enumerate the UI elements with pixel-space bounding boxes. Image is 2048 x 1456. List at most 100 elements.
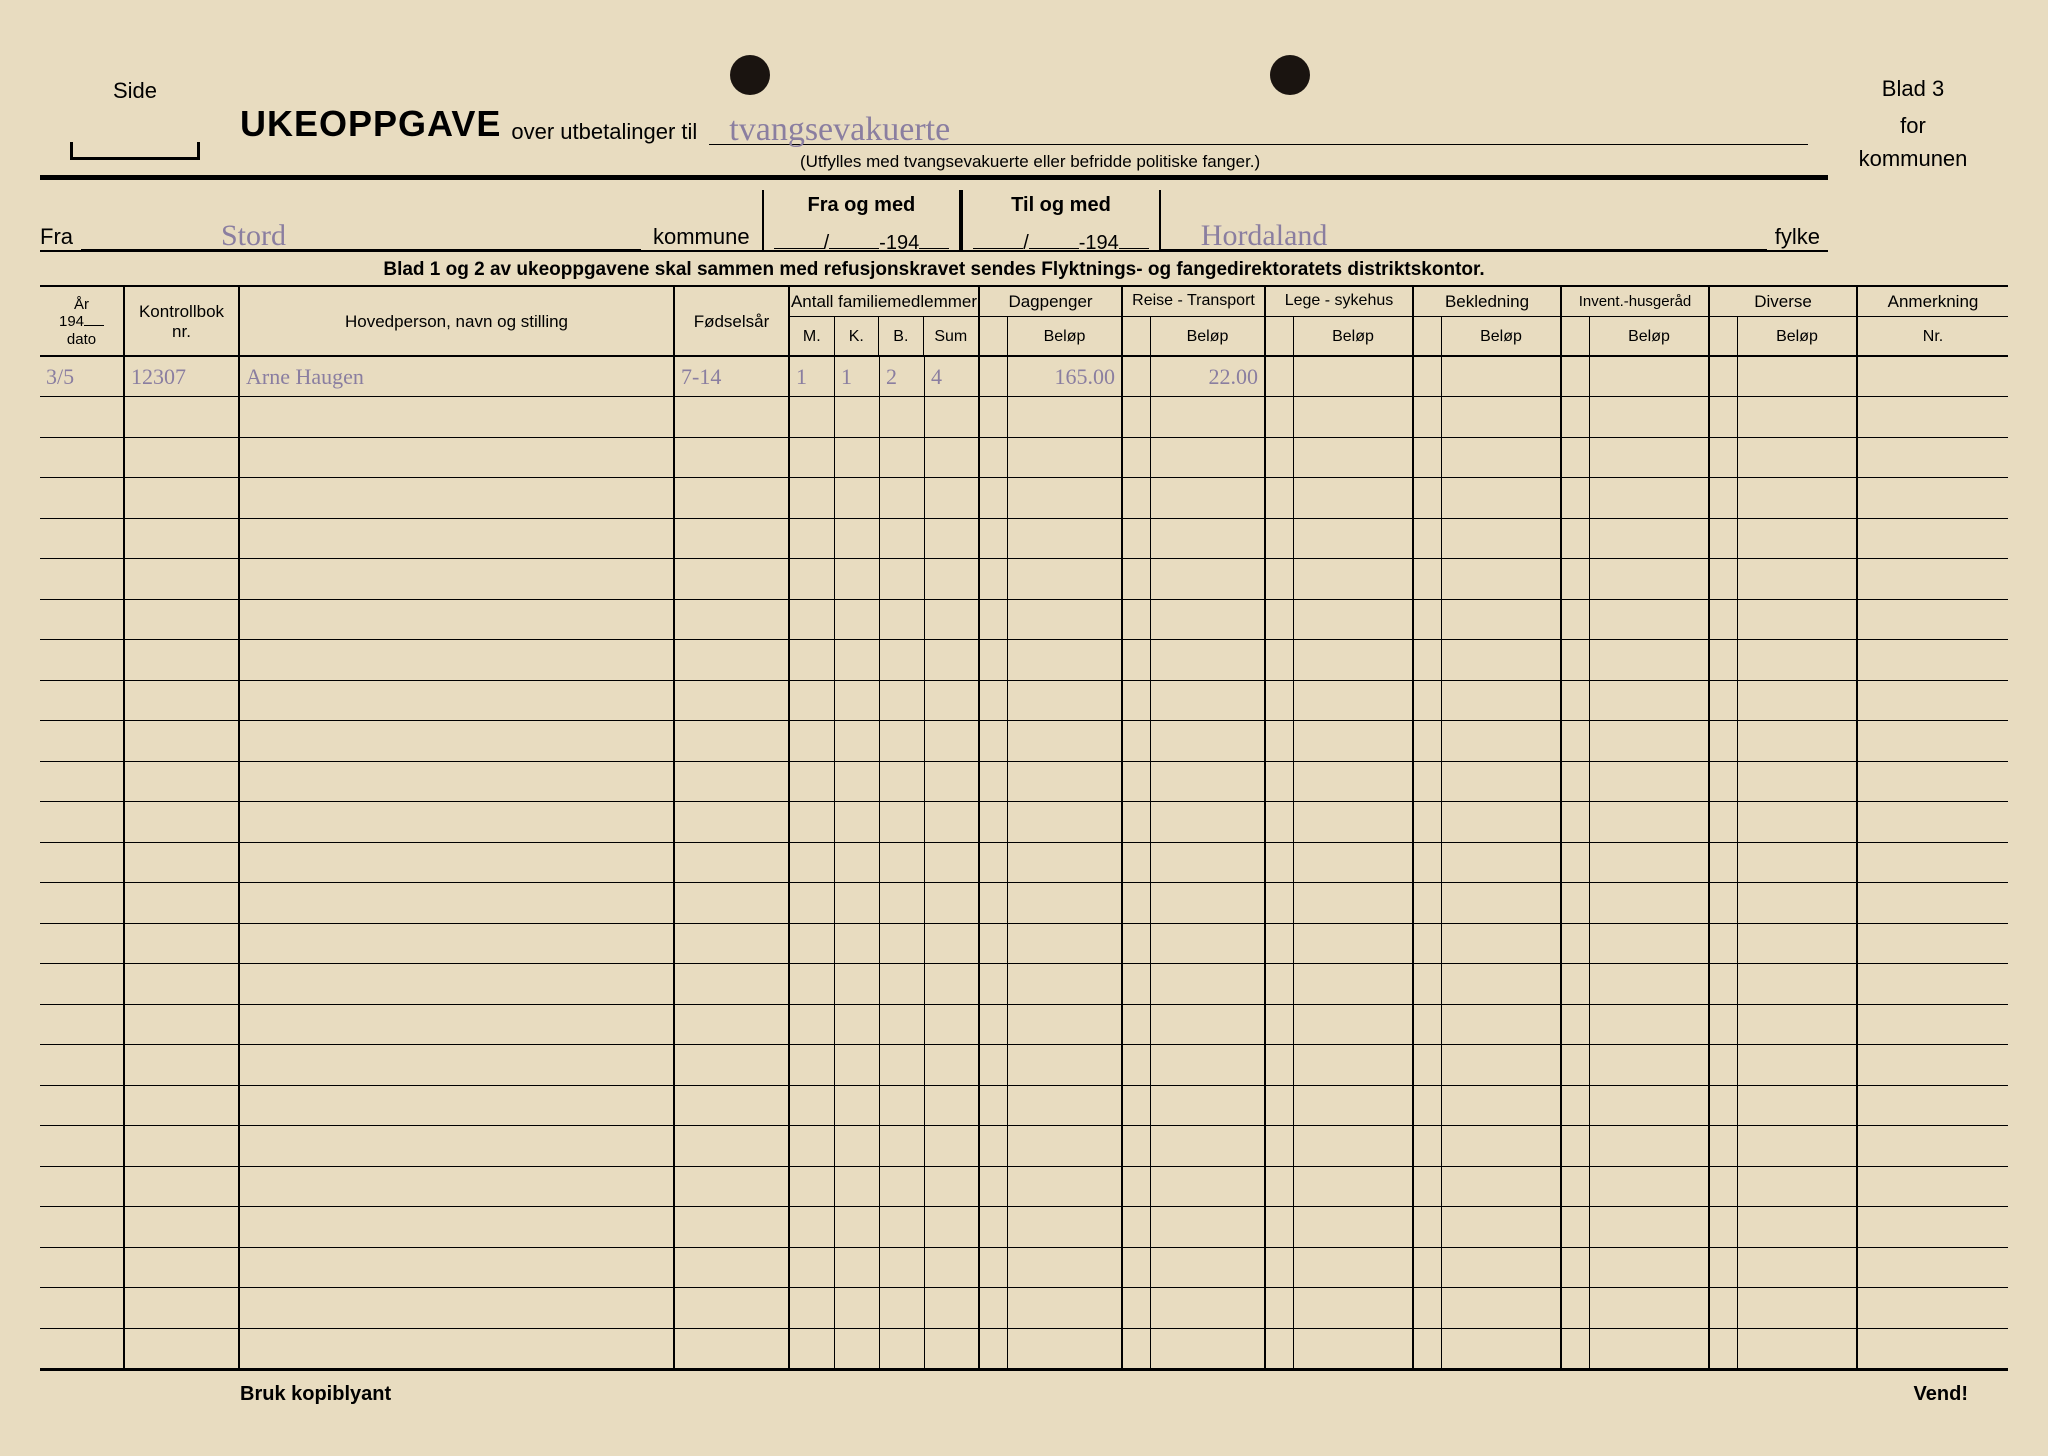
table-cell xyxy=(835,478,880,517)
table-cell xyxy=(675,1329,790,1368)
table-cell xyxy=(1008,721,1123,760)
col-lege-sub: Beløp xyxy=(1294,317,1412,357)
table-cell xyxy=(835,843,880,882)
col-reise-sep xyxy=(1123,317,1151,357)
col-anmerkning-sub: Nr. xyxy=(1858,317,2008,357)
table-cell: 165.00 xyxy=(1008,357,1123,396)
table-cell xyxy=(675,397,790,436)
table-cell xyxy=(1442,843,1562,882)
table-row xyxy=(40,640,2008,680)
table-cell: 12307 xyxy=(125,357,240,396)
table-cell xyxy=(925,964,980,1003)
table-cell-sep xyxy=(1266,1248,1294,1287)
table-cell xyxy=(925,1045,980,1084)
table-cell xyxy=(1151,883,1266,922)
table-cell xyxy=(125,397,240,436)
table-cell xyxy=(240,640,675,679)
table-cell-sep xyxy=(1710,1005,1738,1044)
table-cell xyxy=(1590,1288,1710,1327)
table-cell xyxy=(1008,802,1123,841)
fra-value: Stord xyxy=(81,222,641,250)
table-cell-sep xyxy=(980,640,1008,679)
table-cell: 3/5 xyxy=(40,357,125,396)
table-cell xyxy=(1294,762,1414,801)
table-cell xyxy=(1008,559,1123,598)
table-cell xyxy=(40,1207,125,1246)
col-reise-label: Reise - Transport xyxy=(1123,287,1264,317)
table-cell xyxy=(1738,1167,1858,1206)
table-cell xyxy=(1008,1329,1123,1368)
table-cell xyxy=(880,883,925,922)
table-row xyxy=(40,438,2008,478)
table-cell xyxy=(40,721,125,760)
table-cell xyxy=(1442,397,1562,436)
table-cell xyxy=(125,1288,240,1327)
table-cell xyxy=(1151,1086,1266,1125)
table-cell xyxy=(240,478,675,517)
table-cell xyxy=(125,519,240,558)
col-lege-sep xyxy=(1266,317,1294,357)
table-cell xyxy=(835,721,880,760)
table-cell xyxy=(1858,1248,2008,1287)
table-cell-sep xyxy=(1562,1005,1590,1044)
table-cell-sep xyxy=(1710,1207,1738,1246)
punch-hole-right-icon xyxy=(1270,55,1310,95)
table-cell xyxy=(1294,1126,1414,1165)
date-to-day xyxy=(973,221,1023,249)
table-cell xyxy=(880,600,925,639)
table-cell xyxy=(240,397,675,436)
col-invent-sep xyxy=(1562,317,1590,357)
table-cell xyxy=(1442,1045,1562,1084)
table-cell xyxy=(1858,802,2008,841)
table-cell-sep xyxy=(1123,1248,1151,1287)
table-cell xyxy=(1442,1207,1562,1246)
table-cell-sep xyxy=(1562,640,1590,679)
blad-line1: Blad 3 xyxy=(1838,72,1988,105)
table-cell xyxy=(925,559,980,598)
table-cell xyxy=(125,1248,240,1287)
table-cell-sep xyxy=(1710,1167,1738,1206)
table-cell xyxy=(1151,397,1266,436)
table-cell xyxy=(1008,883,1123,922)
table-cell xyxy=(1590,964,1710,1003)
table-cell xyxy=(880,802,925,841)
table-cell xyxy=(240,883,675,922)
table-cell xyxy=(835,600,880,639)
table-cell xyxy=(1294,843,1414,882)
table-cell xyxy=(675,438,790,477)
table-cell xyxy=(835,681,880,720)
col-lege-label: Lege - sykehus xyxy=(1266,287,1412,317)
table-cell xyxy=(40,802,125,841)
title-handwritten: tvangsevakuerte xyxy=(709,113,1808,145)
table-cell xyxy=(1008,1005,1123,1044)
table-cell xyxy=(240,519,675,558)
table-cell xyxy=(925,1207,980,1246)
table-cell xyxy=(835,640,880,679)
table-cell xyxy=(1151,1005,1266,1044)
title-row: UKEOPPGAVE over utbetalinger til tvangse… xyxy=(240,90,1808,145)
table-cell xyxy=(675,559,790,598)
table-cell-sep xyxy=(980,964,1008,1003)
table-cell xyxy=(240,1248,675,1287)
table-cell xyxy=(1294,1207,1414,1246)
table-cell-sep xyxy=(1266,924,1294,963)
table-cell xyxy=(1590,924,1710,963)
table-cell xyxy=(1442,600,1562,639)
table-cell xyxy=(1738,1005,1858,1044)
table-cell-sep xyxy=(1414,478,1442,517)
table-cell xyxy=(1294,478,1414,517)
col-invent-group: Invent.-husgeråd Beløp xyxy=(1562,287,1710,357)
meta-row: Fra Stord kommune Fra og med /-194 Til o… xyxy=(40,190,1828,250)
table-cell xyxy=(675,600,790,639)
table-cell-sep xyxy=(1710,1288,1738,1327)
table-cell-sep xyxy=(1414,640,1442,679)
table-cell xyxy=(1858,1329,2008,1368)
col-b: B. xyxy=(879,317,924,357)
table-cell xyxy=(925,478,980,517)
table-cell xyxy=(790,681,835,720)
table-cell xyxy=(125,964,240,1003)
table-cell xyxy=(125,843,240,882)
table-cell xyxy=(1738,1248,1858,1287)
table-cell xyxy=(835,1005,880,1044)
title-bold: UKEOPPGAVE xyxy=(240,103,501,145)
